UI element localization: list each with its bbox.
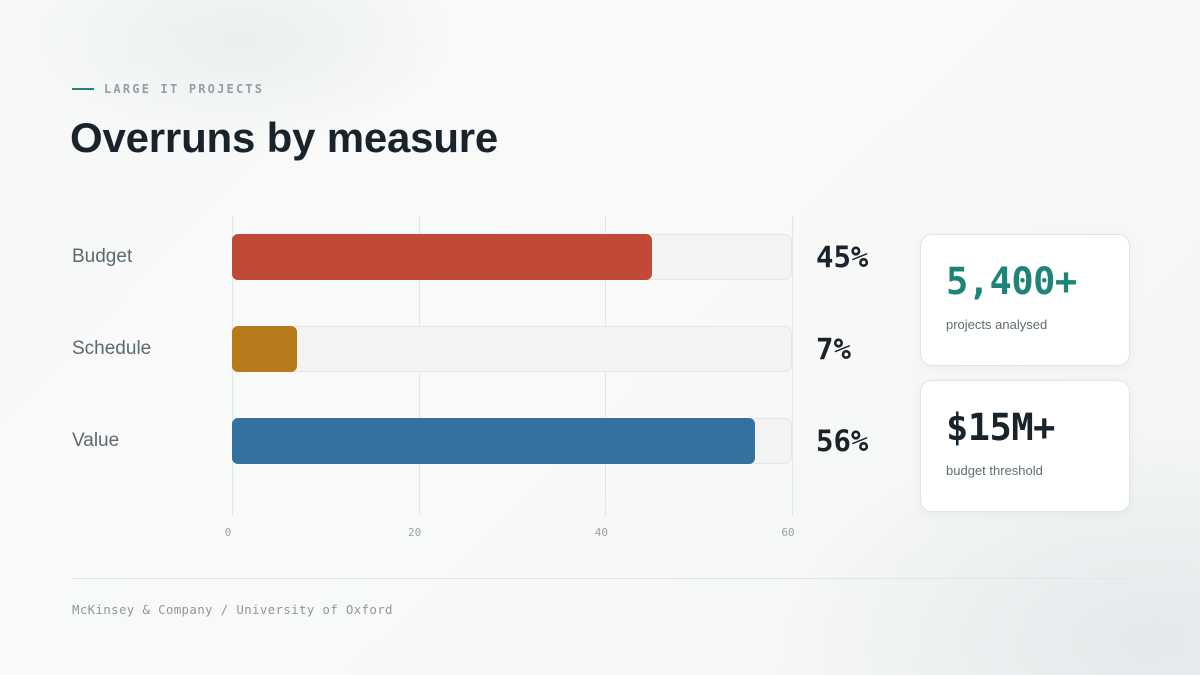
x-tick-label: 0: [224, 526, 232, 539]
eyebrow: LARGE IT PROJECTS: [72, 82, 264, 96]
x-tick-label: 40: [594, 526, 608, 539]
category-label: Schedule: [72, 338, 152, 359]
value-label: 7%: [816, 332, 851, 366]
category-label: Budget: [72, 246, 133, 267]
value-label: 56%: [816, 424, 869, 458]
stat-caption-budget: budget threshold: [946, 463, 1043, 478]
bar-track: [232, 326, 792, 372]
stat-value-projects: 5,400+: [946, 260, 1077, 303]
stat-card-projects: 5,400+ projects analysed: [920, 234, 1130, 366]
page-title: Overruns by measure: [70, 114, 499, 161]
value-label: 45%: [816, 240, 869, 274]
eyebrow-accent-line: [72, 88, 94, 90]
bar-chart: 0 20 40 60 Budget 45% Schedule 7% Value 56%: [72, 216, 869, 539]
x-tick-label: 20: [408, 526, 422, 539]
stat-caption-projects: projects analysed: [946, 317, 1048, 332]
bar-value: [232, 418, 755, 464]
bar-schedule: [232, 326, 298, 372]
source-citation: McKinsey & Company / University of Oxfor…: [72, 602, 393, 617]
gridline: [792, 216, 793, 516]
bar-budget: [232, 234, 652, 280]
eyebrow-text: LARGE IT PROJECTS: [104, 82, 265, 96]
category-label: Value: [72, 430, 120, 451]
x-tick-label: 60: [781, 526, 795, 539]
stat-value-budget: $15M+: [946, 406, 1055, 449]
stat-card-budget: $15M+ budget threshold: [920, 380, 1130, 512]
footer-divider: [72, 578, 1128, 579]
